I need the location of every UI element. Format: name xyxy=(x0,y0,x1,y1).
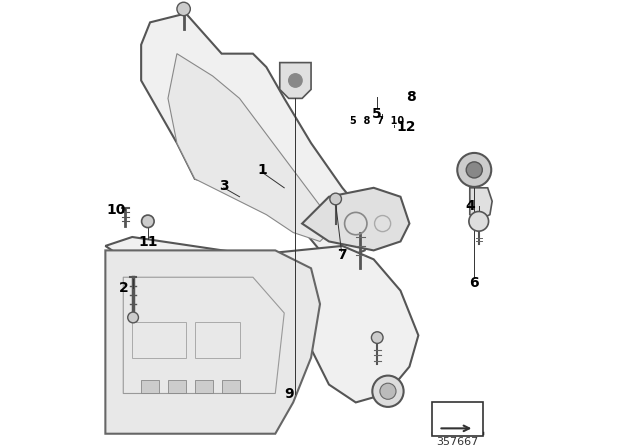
Circle shape xyxy=(372,375,404,407)
Polygon shape xyxy=(106,250,320,434)
Circle shape xyxy=(177,2,190,16)
Circle shape xyxy=(469,211,488,231)
Circle shape xyxy=(289,74,302,87)
Circle shape xyxy=(128,312,138,323)
Circle shape xyxy=(330,193,342,205)
Text: 12: 12 xyxy=(396,121,415,134)
Bar xyxy=(168,380,186,393)
Polygon shape xyxy=(141,13,374,259)
Text: 8: 8 xyxy=(406,90,416,104)
Text: 5  8  7  10: 5 8 7 10 xyxy=(350,116,404,126)
Circle shape xyxy=(457,153,492,187)
Polygon shape xyxy=(106,237,419,402)
Circle shape xyxy=(141,215,154,228)
Bar xyxy=(141,380,159,393)
Bar xyxy=(195,380,212,393)
Text: 6: 6 xyxy=(470,276,479,289)
Text: 7: 7 xyxy=(337,248,346,262)
Circle shape xyxy=(466,162,483,178)
Polygon shape xyxy=(280,63,311,99)
Polygon shape xyxy=(470,188,492,219)
Text: 9: 9 xyxy=(284,388,294,401)
Bar xyxy=(432,402,483,436)
Bar xyxy=(132,322,186,358)
Text: 2: 2 xyxy=(118,281,128,295)
Bar xyxy=(195,322,239,358)
Text: 10: 10 xyxy=(107,203,126,217)
Bar xyxy=(221,380,239,393)
Polygon shape xyxy=(302,188,410,250)
Text: 11: 11 xyxy=(138,235,157,250)
Text: 357667: 357667 xyxy=(436,437,479,447)
Text: 4: 4 xyxy=(465,198,475,213)
Text: 5: 5 xyxy=(372,107,382,121)
Polygon shape xyxy=(168,54,338,241)
Text: 1: 1 xyxy=(257,163,267,177)
Text: 3: 3 xyxy=(219,179,228,193)
Circle shape xyxy=(371,332,383,344)
Circle shape xyxy=(380,383,396,399)
